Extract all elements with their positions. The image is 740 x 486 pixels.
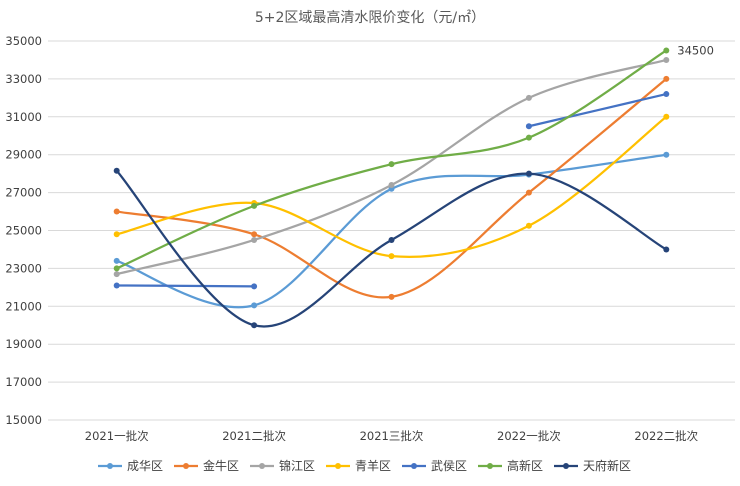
series-line [115, 77, 668, 299]
series-lines [113, 47, 670, 329]
legend-marker [411, 463, 417, 469]
series-4 [113, 91, 670, 290]
legend-label: 高新区 [507, 458, 543, 473]
gridlines [48, 40, 735, 421]
legend-item: 金牛区 [174, 458, 239, 473]
data-point [388, 182, 395, 189]
y-tick-label: 27000 [5, 186, 42, 200]
legend: 成华区 金牛区 锦江区 青羊区 武侯区 高新区 天府新区 [98, 458, 631, 473]
legend-item: 高新区 [478, 458, 543, 473]
legend-item: 成华区 [98, 459, 163, 473]
legend-marker [487, 463, 493, 469]
legend-label: 成华区 [127, 459, 163, 473]
data-point [663, 75, 670, 82]
data-point [113, 231, 120, 238]
series-line [115, 284, 256, 288]
data-point [251, 202, 258, 209]
data-point [388, 161, 395, 168]
data-point [663, 56, 670, 63]
series-line [527, 92, 668, 128]
data-point [663, 91, 670, 98]
y-tick-label: 35000 [5, 34, 42, 48]
legend-label: 武侯区 [431, 459, 467, 473]
data-point [113, 271, 120, 278]
data-point [525, 189, 532, 196]
y-tick-label: 29000 [5, 148, 42, 162]
series-3 [113, 113, 670, 260]
x-tick-label: 2021二批次 [222, 429, 286, 443]
y-tick-label: 19000 [5, 337, 42, 351]
data-point [525, 134, 532, 141]
data-point [663, 151, 670, 158]
y-axis-ticks: 15000 17000 19000 21000 23000 25000 27000 29000… [5, 34, 42, 427]
data-point [113, 257, 120, 264]
data-point [113, 265, 120, 272]
legend-item: 锦江区 [250, 459, 315, 473]
y-tick-label: 21000 [5, 299, 42, 313]
series-line [115, 49, 668, 270]
chart-title: 5+2区域最高清水限价变化（元/㎡） [255, 9, 485, 26]
series-2 [113, 56, 670, 278]
legend-item: 天府新区 [554, 458, 631, 473]
y-tick-label: 15000 [5, 413, 42, 427]
legend-marker [335, 463, 341, 469]
data-point [113, 167, 120, 174]
data-point [113, 208, 120, 215]
legend-item: 青羊区 [326, 458, 391, 473]
x-tick-label: 2022二批次 [634, 429, 698, 443]
data-point [525, 222, 532, 229]
legend-marker [259, 463, 265, 469]
x-tick-label: 2022一批次 [497, 429, 561, 443]
data-point [251, 302, 258, 309]
legend-label: 天府新区 [583, 458, 631, 473]
data-labels: 34500 [677, 43, 714, 57]
legend-marker [563, 463, 569, 469]
y-tick-label: 23000 [5, 261, 42, 275]
series-6 [113, 167, 670, 329]
legend-label: 金牛区 [203, 458, 239, 473]
data-point [525, 94, 532, 101]
legend-label: 锦江区 [279, 459, 315, 473]
legend-label: 青羊区 [355, 458, 391, 473]
data-point [388, 253, 395, 260]
data-point [525, 170, 532, 177]
data-point [251, 283, 258, 290]
x-tick-label: 2021三批次 [360, 429, 424, 443]
series-line [115, 169, 668, 328]
series-1 [113, 75, 670, 300]
legend-marker [107, 463, 113, 469]
legend-item: 武侯区 [402, 459, 467, 473]
series-5 [113, 47, 670, 272]
data-point [388, 293, 395, 300]
y-tick-label: 33000 [5, 72, 42, 86]
legend-marker [183, 463, 189, 469]
data-point [388, 236, 395, 243]
data-point [663, 47, 670, 54]
data-point [525, 123, 532, 130]
data-point [251, 236, 258, 243]
data-point [663, 246, 670, 253]
data-point [663, 113, 670, 120]
data-label: 34500 [677, 43, 714, 57]
data-point [251, 322, 258, 329]
x-tick-label: 2021一批次 [85, 429, 149, 443]
y-tick-label: 17000 [5, 375, 42, 389]
x-axis-ticks: 2021一批次 2021二批次 2021三批次 2022一批次 2022二批次 [85, 429, 699, 443]
y-tick-label: 25000 [5, 224, 42, 238]
data-point [113, 282, 120, 289]
y-tick-label: 31000 [5, 110, 42, 124]
data-point [251, 231, 258, 238]
